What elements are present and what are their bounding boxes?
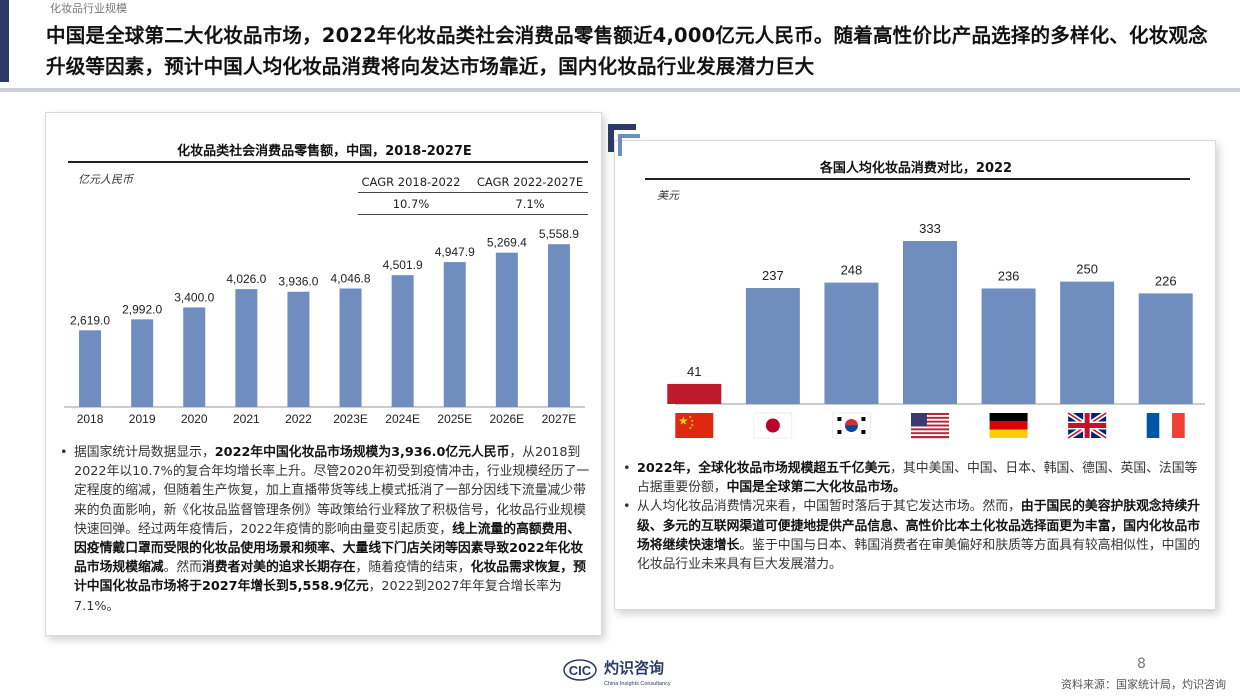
header-rule (0, 88, 1240, 92)
bar-2023E (339, 288, 362, 407)
right-title-rule (645, 178, 1190, 180)
right-panel: 各国人均化妆品消费对比，2022 美元 41 237 248 333 236 250 226… (614, 140, 1216, 610)
bar-value-label: 4,046.8 (331, 271, 371, 285)
right-unit-label: 美元 (657, 189, 679, 202)
bar-value-label: 236 (998, 268, 1020, 283)
bar-value-label: 5,269.4 (487, 236, 527, 250)
bar-value-label: 5,558.9 (539, 227, 579, 241)
bar-value-label: 237 (762, 268, 784, 283)
bar-美国 (903, 241, 957, 404)
us-flag-icon (911, 413, 949, 439)
x-tick-label: 2022 (285, 412, 312, 426)
uk-flag-icon (1066, 410, 1108, 441)
left-bullets: 据国家统计局数据显示，2022年中国化妆品市场规模为3,936.0亿元人民币，从… (60, 443, 592, 616)
x-tick-label: 2020 (181, 412, 208, 426)
section-label: 化妆品行业规模 (50, 2, 127, 15)
x-tick-label: 2018 (77, 412, 104, 426)
x-tick-label: 2024E (385, 412, 420, 426)
bar-value-label: 3,400.0 (174, 290, 214, 304)
x-tick-label: 2027E (542, 412, 577, 426)
left-title-rule (68, 161, 588, 163)
bar-2026E (495, 252, 518, 407)
right-bullets: 2022年，全球化妆品市场规模超五千亿美元，其中美国、中国、日本、韩国、德国、英… (623, 459, 1208, 574)
cic-logo-icon: CIC 灼识咨询 China Insights Consultancy (563, 659, 671, 687)
cagr-label-2: CAGR 2022-2027E (476, 175, 584, 189)
x-tick-label: 2021 (233, 412, 260, 426)
bar-中国 (667, 383, 722, 404)
page-number: 8 (1137, 656, 1146, 672)
bar-value-label: 248 (841, 263, 863, 278)
left-chart-title: 化妆品类社会消费品零售额，中国，2018-2027E (177, 144, 472, 159)
corner-decoration (608, 124, 640, 156)
bar-2024E (391, 275, 414, 407)
bar-value-label: 2,992.0 (122, 302, 162, 316)
bar-韩国 (824, 282, 879, 404)
de-flag-icon (989, 413, 1028, 438)
bar-value-label: 4,026.0 (226, 272, 266, 286)
jp-flag-icon (753, 412, 793, 439)
logo-cn: 灼识咨询 (604, 659, 664, 677)
bar-德国 (981, 288, 1036, 404)
right-bullet-item-2: 从人均化妆品消费情况来看，中国暂时落后于其它发达市场。然而，由于国民的美容护肤观… (623, 497, 1208, 574)
logo-en: China Insights Consultancy (604, 681, 671, 687)
fr-flag-icon (1146, 413, 1185, 438)
cagr-divider (358, 192, 588, 193)
bar-2022 (287, 291, 310, 407)
per-capita-bar-chart: 41 237 248 333 236 250 226 (667, 221, 1205, 441)
bar-2020 (183, 307, 206, 407)
cagr-bottom-rule (358, 214, 588, 215)
x-tick-label: 2023E (333, 412, 368, 426)
right-chart-title: 各国人均化妆品消费对比，2022 (819, 161, 1013, 176)
bar-value-label: 41 (687, 364, 701, 379)
footer-logo: CIC 灼识咨询 China Insights Consultancy (562, 656, 682, 694)
cagr-value-2: 7.1% (515, 197, 545, 211)
x-tick-label: 2019 (129, 412, 156, 426)
bar-value-label: 226 (1155, 273, 1177, 288)
bar-2025E (443, 262, 466, 407)
cagr-label-1: CAGR 2018-2022 (361, 175, 461, 189)
section-tag (0, 0, 9, 82)
bar-2027E (547, 244, 570, 407)
market-size-bar-chart: 2,619.0 2018 2,992.0 2019 3,400.0 2020 4,026.0… (64, 227, 585, 426)
left-unit-label: 亿元人民币 (78, 173, 133, 186)
left-panel: 化妆品类社会消费品零售额，中国，2018-2027E 亿元人民币 CAGR 20… (45, 112, 602, 636)
left-bullet-item: 据国家统计局数据显示，2022年中国化妆品市场规模为3,936.0亿元人民币，从… (60, 443, 592, 616)
cn-flag-icon (675, 413, 714, 438)
kr-flag-icon (832, 412, 871, 439)
bar-2021 (235, 289, 258, 407)
bar-value-label: 2,619.0 (70, 313, 110, 327)
page-headline: 中国是全球第二大化妆品市场，2022年化妆品类社会消费品零售额近4,000亿元人… (46, 24, 1208, 78)
right-bullet-item-1: 2022年，全球化妆品市场规模超五千亿美元，其中美国、中国、日本、韩国、德国、英… (623, 459, 1208, 497)
x-tick-label: 2025E (437, 412, 472, 426)
bar-value-label: 4,501.9 (383, 258, 423, 272)
bar-value-label: 4,947.9 (435, 245, 475, 259)
bar-英国 (1060, 281, 1115, 404)
cagr-value-1: 10.7% (392, 197, 430, 211)
bar-value-label: 3,936.0 (278, 275, 318, 289)
bar-value-label: 250 (1076, 262, 1098, 277)
bar-法国 (1138, 293, 1193, 404)
bar-2019 (131, 319, 154, 407)
x-tick-label: 2026E (489, 412, 524, 426)
bar-2018 (79, 330, 102, 407)
bar-value-label: 333 (919, 221, 941, 236)
logo-mark: CIC (569, 663, 592, 678)
bar-日本 (745, 287, 800, 404)
source-note: 资料来源：国家统计局，灼识咨询 (1061, 678, 1226, 691)
